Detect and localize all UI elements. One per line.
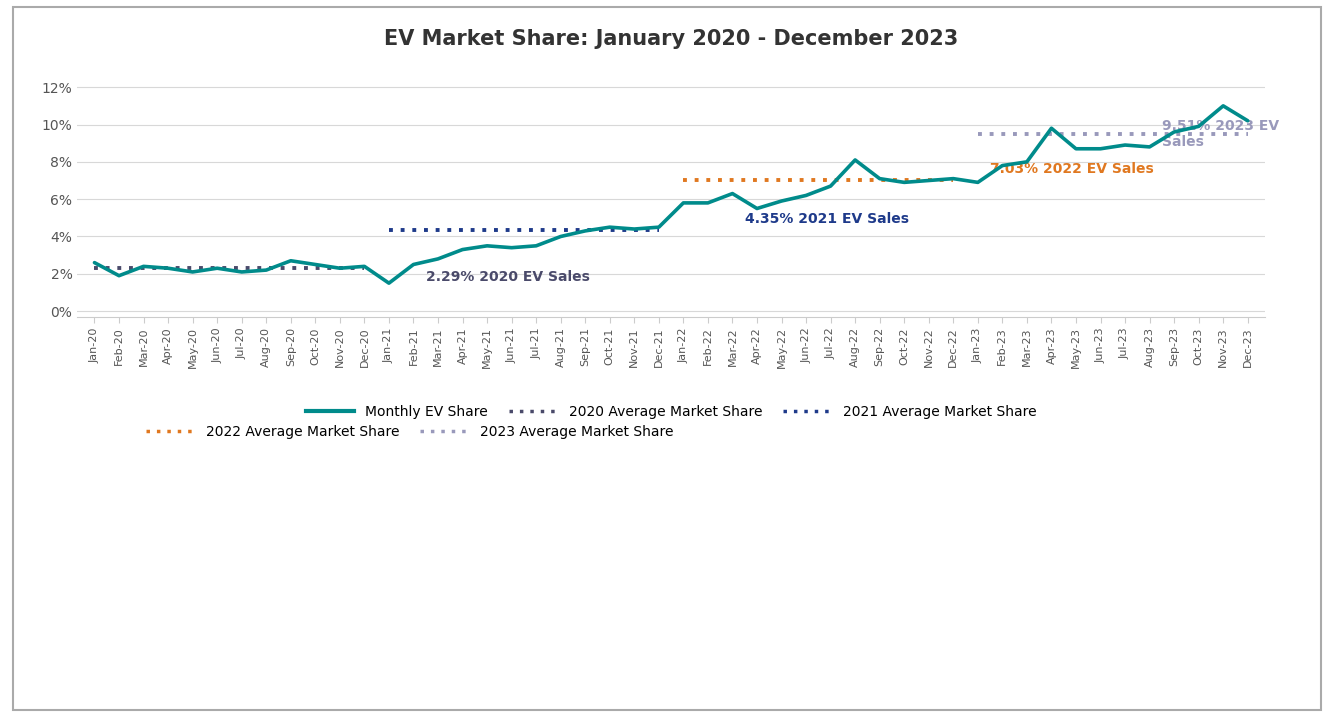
Text: 4.35% 2021 EV Sales: 4.35% 2021 EV Sales [744, 212, 908, 227]
Text: 7.03% 2022 EV Sales: 7.03% 2022 EV Sales [990, 162, 1154, 176]
Text: 2.29% 2020 EV Sales: 2.29% 2020 EV Sales [426, 270, 590, 284]
Legend: 2022 Average Market Share, 2023 Average Market Share: 2022 Average Market Share, 2023 Average … [140, 419, 679, 445]
Text: 9.51% 2023 EV
Sales: 9.51% 2023 EV Sales [1162, 118, 1279, 148]
Title: EV Market Share: January 2020 - December 2023: EV Market Share: January 2020 - December… [384, 29, 958, 49]
